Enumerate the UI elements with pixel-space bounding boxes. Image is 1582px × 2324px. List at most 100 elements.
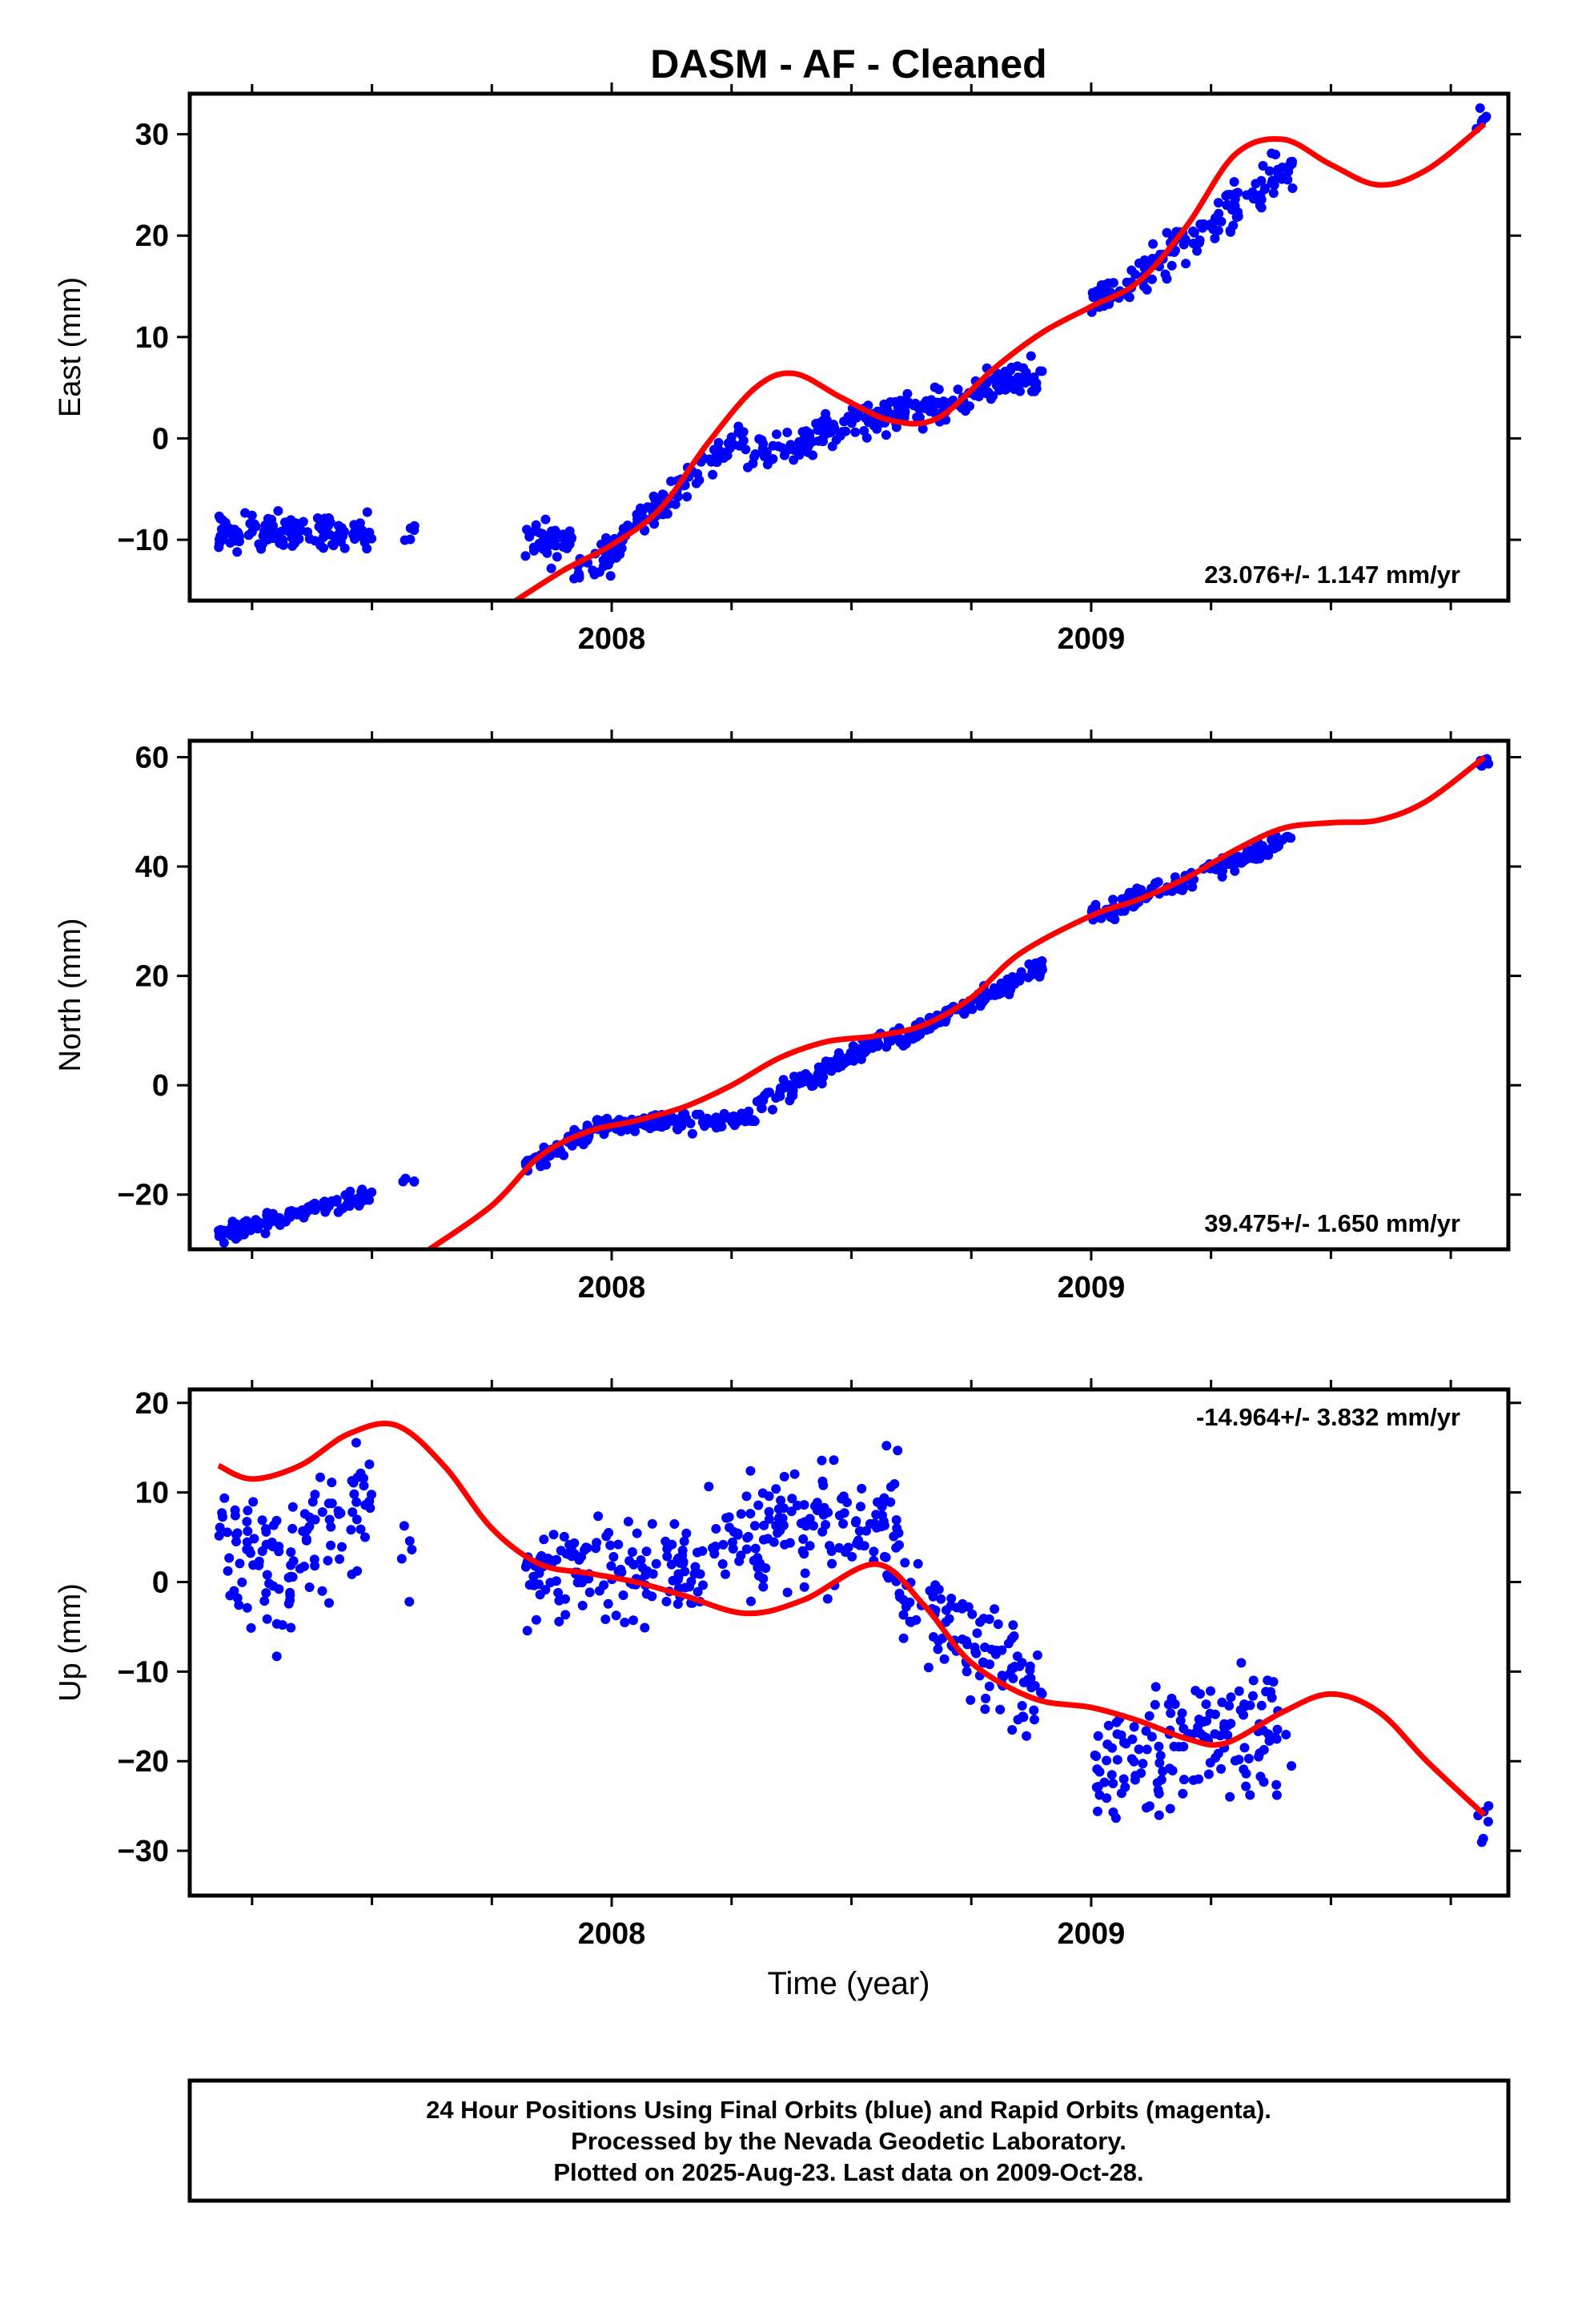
data-point [316, 523, 327, 533]
data-point [1154, 1741, 1164, 1751]
data-point [891, 1542, 901, 1553]
data-point [934, 1636, 944, 1647]
data-point [650, 493, 661, 504]
data-point [693, 1586, 703, 1597]
data-point [1174, 1742, 1184, 1752]
data-point [749, 1521, 760, 1531]
data-point [901, 1039, 911, 1049]
data-point [778, 1075, 789, 1085]
data-point [817, 1455, 827, 1466]
data-point [725, 443, 735, 453]
data-point [242, 1537, 252, 1547]
data-point [1234, 1686, 1244, 1696]
data-point [642, 1566, 652, 1576]
data-point [1188, 239, 1199, 248]
velocity-annotation: 39.475+/- 1.650 mm/yr [1204, 1209, 1460, 1237]
data-point [237, 1577, 247, 1587]
y-tick-label: −10 [118, 1655, 169, 1689]
data-point [967, 1609, 978, 1619]
data-point [1035, 970, 1045, 980]
data-point [1150, 878, 1161, 888]
data-point [1484, 758, 1494, 769]
data-point [1245, 1700, 1255, 1711]
data-point [755, 1095, 765, 1105]
data-point [980, 1704, 990, 1715]
data-point [1226, 1692, 1236, 1703]
x-tick-label: 2009 [1058, 1917, 1126, 1951]
data-point [774, 1512, 785, 1522]
data-point [825, 1541, 835, 1551]
data-point [1014, 971, 1025, 981]
data-point [690, 1562, 701, 1572]
data-point [338, 1203, 348, 1213]
data-point [741, 1491, 752, 1502]
data-point [779, 1471, 789, 1482]
data-point [628, 1615, 638, 1626]
data-point [821, 1520, 831, 1530]
data-point [1233, 211, 1243, 222]
data-point [335, 1554, 345, 1564]
data-point [711, 1112, 721, 1123]
data-point [340, 1190, 351, 1200]
caption-box [187, 2078, 1511, 2203]
data-point [613, 1566, 624, 1577]
data-point [1154, 1810, 1164, 1820]
data-point [267, 1216, 276, 1227]
data-point [822, 1594, 833, 1604]
data-point [335, 1508, 346, 1518]
data-point [1230, 866, 1240, 876]
data-point [993, 1619, 1003, 1630]
data-point [287, 1523, 298, 1534]
data-point [641, 1546, 652, 1557]
data-point [666, 1559, 677, 1570]
data-point [749, 452, 759, 462]
data-point [1245, 1790, 1255, 1800]
data-point [1019, 1677, 1030, 1687]
data-point [898, 1633, 909, 1643]
data-point [360, 1532, 370, 1542]
data-point [1136, 885, 1146, 895]
data-point [280, 1216, 291, 1227]
data-point [1112, 1729, 1122, 1739]
data-point [1150, 1682, 1161, 1692]
data-point [813, 418, 823, 428]
data-point [801, 1521, 811, 1531]
data-point [1106, 1770, 1117, 1780]
data-point [321, 1204, 331, 1215]
data-point [1118, 1774, 1129, 1784]
data-point [534, 1579, 544, 1590]
data-point [810, 1501, 820, 1511]
data-point [1283, 167, 1294, 177]
data-point [697, 1546, 708, 1556]
data-point [243, 1526, 253, 1536]
data-point [262, 1570, 272, 1580]
data-point [283, 1598, 294, 1609]
y-tick-label: 0 [152, 1566, 169, 1599]
data-point [952, 1602, 962, 1613]
data-point [1156, 1775, 1166, 1785]
data-point [1030, 1715, 1039, 1725]
data-point [794, 1078, 804, 1088]
data-point [925, 1023, 935, 1034]
model-curve [217, 1421, 1487, 1817]
data-point [1202, 1716, 1212, 1726]
data-point [673, 1599, 683, 1609]
data-point [315, 541, 326, 550]
data-point [1093, 1731, 1103, 1741]
data-point [1179, 1775, 1189, 1785]
data-point [990, 983, 1001, 994]
data-point [232, 1528, 243, 1538]
data-point [605, 571, 616, 581]
data-point [1266, 1687, 1276, 1697]
data-point [944, 1614, 954, 1624]
data-point [1029, 1705, 1039, 1715]
data-point [1272, 1724, 1283, 1735]
data-point [1211, 1752, 1221, 1763]
data-point [959, 1009, 970, 1019]
data-point [351, 1437, 361, 1448]
data-point [990, 1604, 1000, 1614]
data-point [242, 1517, 252, 1527]
data-point [520, 551, 531, 561]
data-point [1248, 854, 1259, 864]
data-point [717, 1559, 728, 1569]
